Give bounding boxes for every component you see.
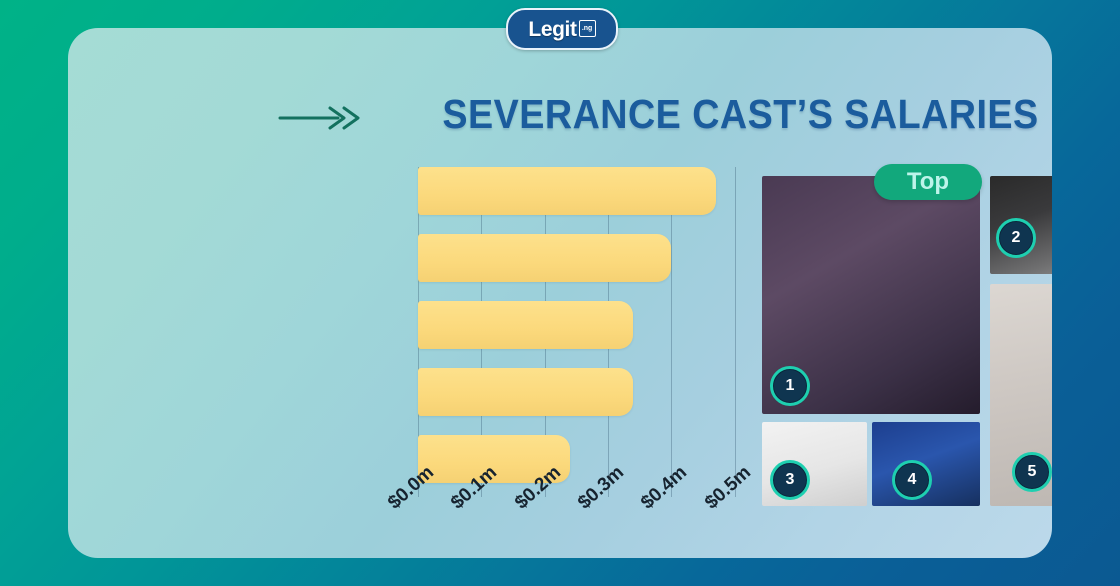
page-title: SEVERANCE CAST’S SALARIES bbox=[442, 91, 1039, 137]
content-card: SEVERANCE CAST’S SALARIES 1. Christopher… bbox=[68, 28, 1052, 558]
bar-fill bbox=[418, 368, 634, 416]
photo-patricia-arquette: N 4 bbox=[872, 422, 980, 506]
bar-fill bbox=[418, 301, 634, 349]
bar-fill bbox=[418, 167, 716, 215]
bar-row: 3. John Turturro bbox=[68, 301, 758, 349]
rank-badge-2: 2 bbox=[996, 218, 1036, 258]
cast-photo-collage: 1 2 bbox=[762, 168, 1052, 516]
rank-badge-1: 1 bbox=[770, 366, 810, 406]
bar-row: 2. Adam Scott bbox=[68, 234, 758, 282]
salary-bar-chart: 1. Christopher Walken 2. Adam Scott 3. Joh… bbox=[68, 28, 758, 558]
chart-bars: 1. Christopher Walken 2. Adam Scott 3. Joh… bbox=[68, 28, 758, 558]
photo-britt-lower: 5 bbox=[990, 284, 1052, 506]
logo-inner: Legit .ng bbox=[528, 17, 596, 41]
photo-john-turturro: 3 bbox=[762, 422, 867, 506]
bar-row: 4. Patricia Arquette bbox=[68, 368, 758, 416]
chart-x-axis: $0.0m $0.1m $0.2m $0.3m $0.4m $0.5m bbox=[68, 462, 768, 558]
photo-adam-scott: 2 bbox=[990, 176, 1052, 274]
rank-badge-4: 4 bbox=[892, 460, 932, 500]
legit-logo[interactable]: Legit .ng bbox=[506, 8, 618, 50]
top-badge: Top bbox=[874, 164, 982, 200]
arrow-right-icon bbox=[278, 104, 363, 132]
bar-fill bbox=[418, 234, 672, 282]
rank-badge-5: 5 bbox=[1012, 452, 1052, 492]
rank-badge-3: 3 bbox=[770, 460, 810, 500]
photo-christopher-walken: 1 bbox=[762, 176, 980, 414]
logo-domain-icon: .ng bbox=[578, 20, 596, 37]
bar-row: 5. Britt Lower bbox=[68, 435, 758, 483]
logo-text: Legit bbox=[528, 17, 577, 41]
bar-row: 1. Christopher Walken bbox=[68, 167, 758, 215]
bar-fill bbox=[418, 435, 570, 483]
